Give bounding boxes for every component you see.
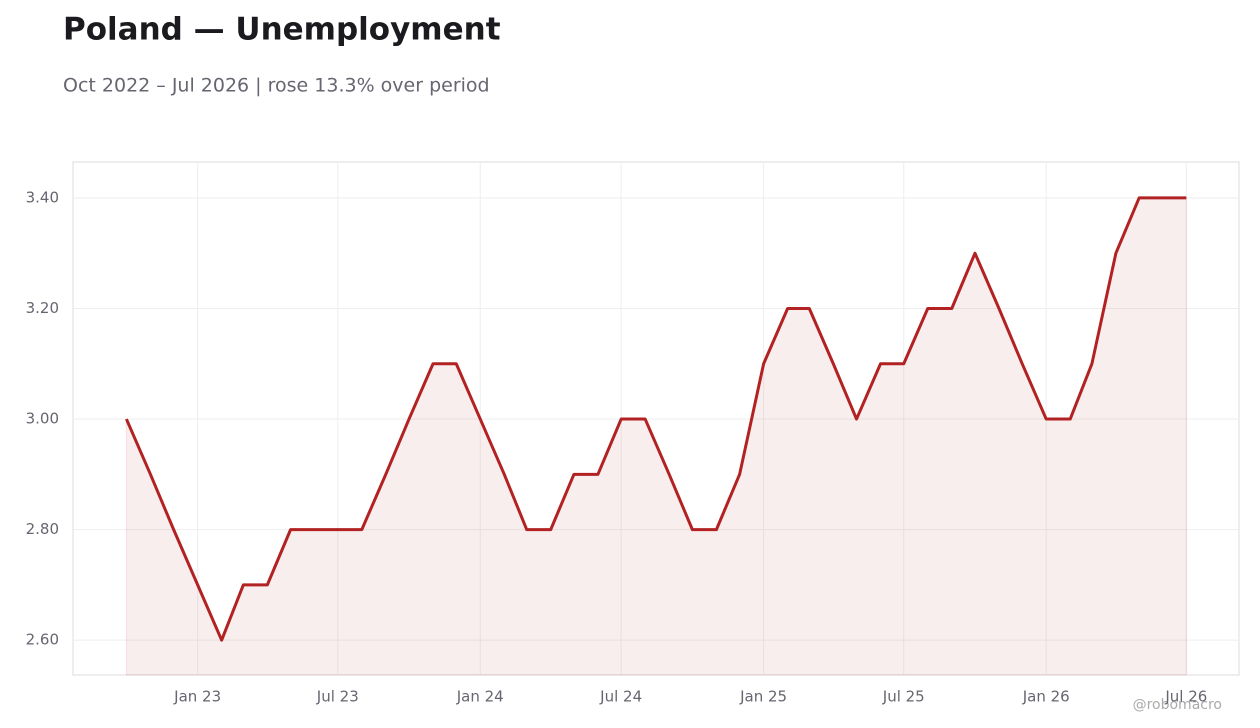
chart-title: Poland — Unemployment <box>63 12 501 48</box>
area <box>125 197 1187 676</box>
x-tick-label: Jul 24 <box>599 688 642 706</box>
line <box>125 196 1187 642</box>
y-tick-label: 3.40 <box>26 188 59 206</box>
plot-frame <box>72 161 1240 676</box>
x-tick-label: Jul 23 <box>316 688 359 706</box>
x-tick-label: Jul 26 <box>1164 688 1207 706</box>
x-tick-label: Jan 23 <box>173 688 221 706</box>
y-tick-label: 3.00 <box>26 410 59 428</box>
x-tick-label: Jan 25 <box>739 688 787 706</box>
chart-subtitle: Oct 2022 – Jul 2026 | rose 13.3% over pe… <box>63 75 490 97</box>
x-tick-label: Jan 24 <box>456 688 504 706</box>
watermark: @robomacro <box>1133 697 1222 713</box>
x-tick-label: Jul 25 <box>882 688 925 706</box>
x-tick-label: Jan 26 <box>1022 688 1070 706</box>
y-tick-label: 2.80 <box>26 520 59 538</box>
y-tick-label: 3.20 <box>26 299 59 317</box>
y-tick-label: 2.60 <box>26 631 59 649</box>
